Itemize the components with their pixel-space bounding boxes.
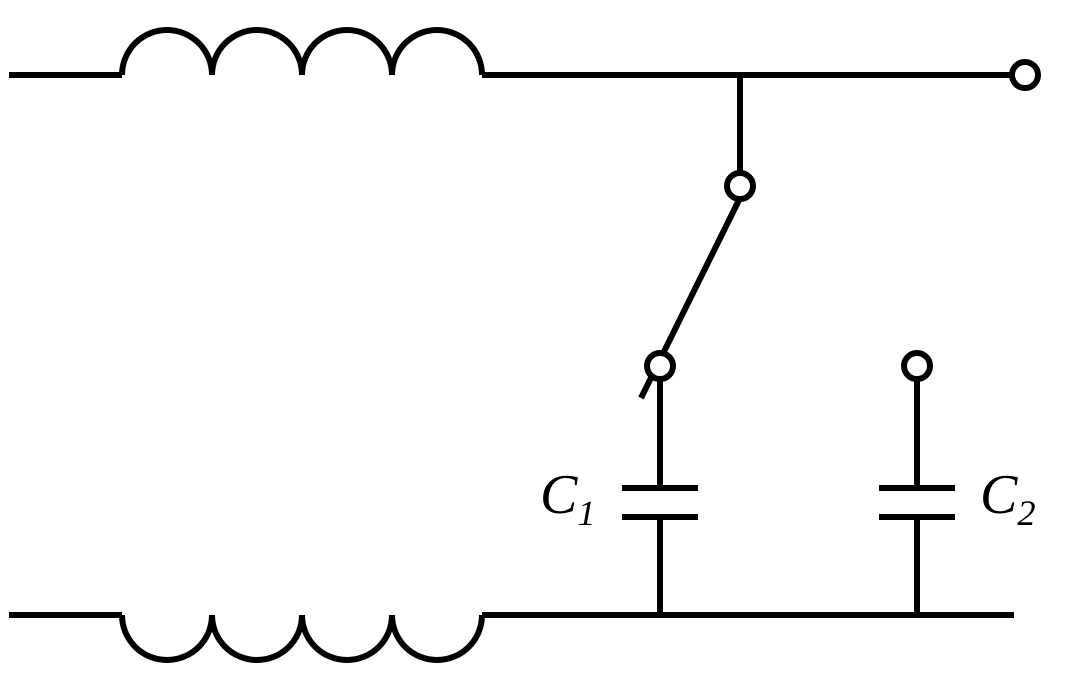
label-c2: C2	[980, 463, 1036, 534]
label-c2-letter: C	[980, 464, 1017, 526]
label-c2-sub: 2	[1017, 493, 1035, 533]
c2-terminal	[904, 353, 930, 379]
inductor-top	[122, 30, 482, 75]
circuit-diagram	[0, 0, 1078, 678]
label-c1-sub: 1	[577, 493, 595, 533]
output-terminal-top	[1012, 62, 1038, 88]
label-c1-letter: C	[540, 464, 577, 526]
switch-contact-c1	[647, 353, 673, 379]
label-c1: C1	[540, 463, 596, 534]
inductor-bottom	[122, 615, 482, 660]
switch-hinge	[727, 173, 753, 199]
